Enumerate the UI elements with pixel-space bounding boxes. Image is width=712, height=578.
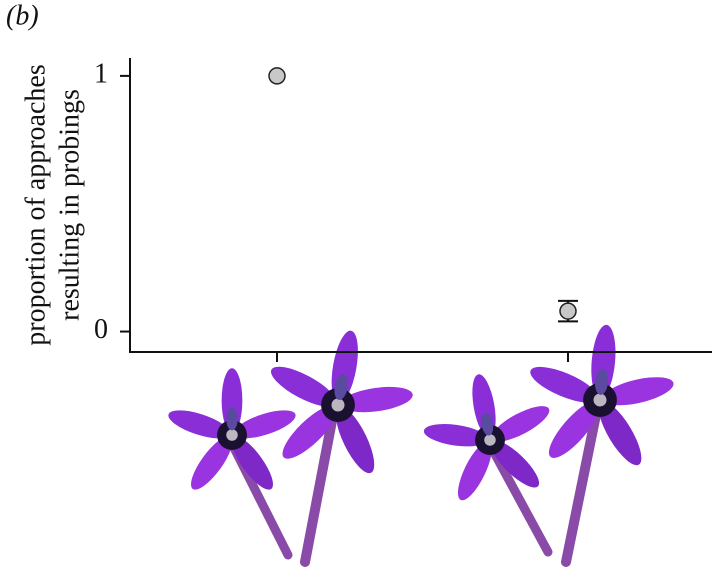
panel-label: (b): [6, 0, 39, 31]
point: [268, 67, 286, 85]
point: [559, 302, 577, 320]
y-label-line: proportion of approaches: [20, 64, 51, 345]
y-tick-label: 1: [94, 58, 108, 89]
y-tick-label: 0: [94, 314, 108, 345]
y-label: proportion of approaches resulting in pr…: [20, 64, 85, 345]
flower-images: [165, 317, 682, 567]
y-label-line: resulting in probings: [54, 89, 85, 321]
